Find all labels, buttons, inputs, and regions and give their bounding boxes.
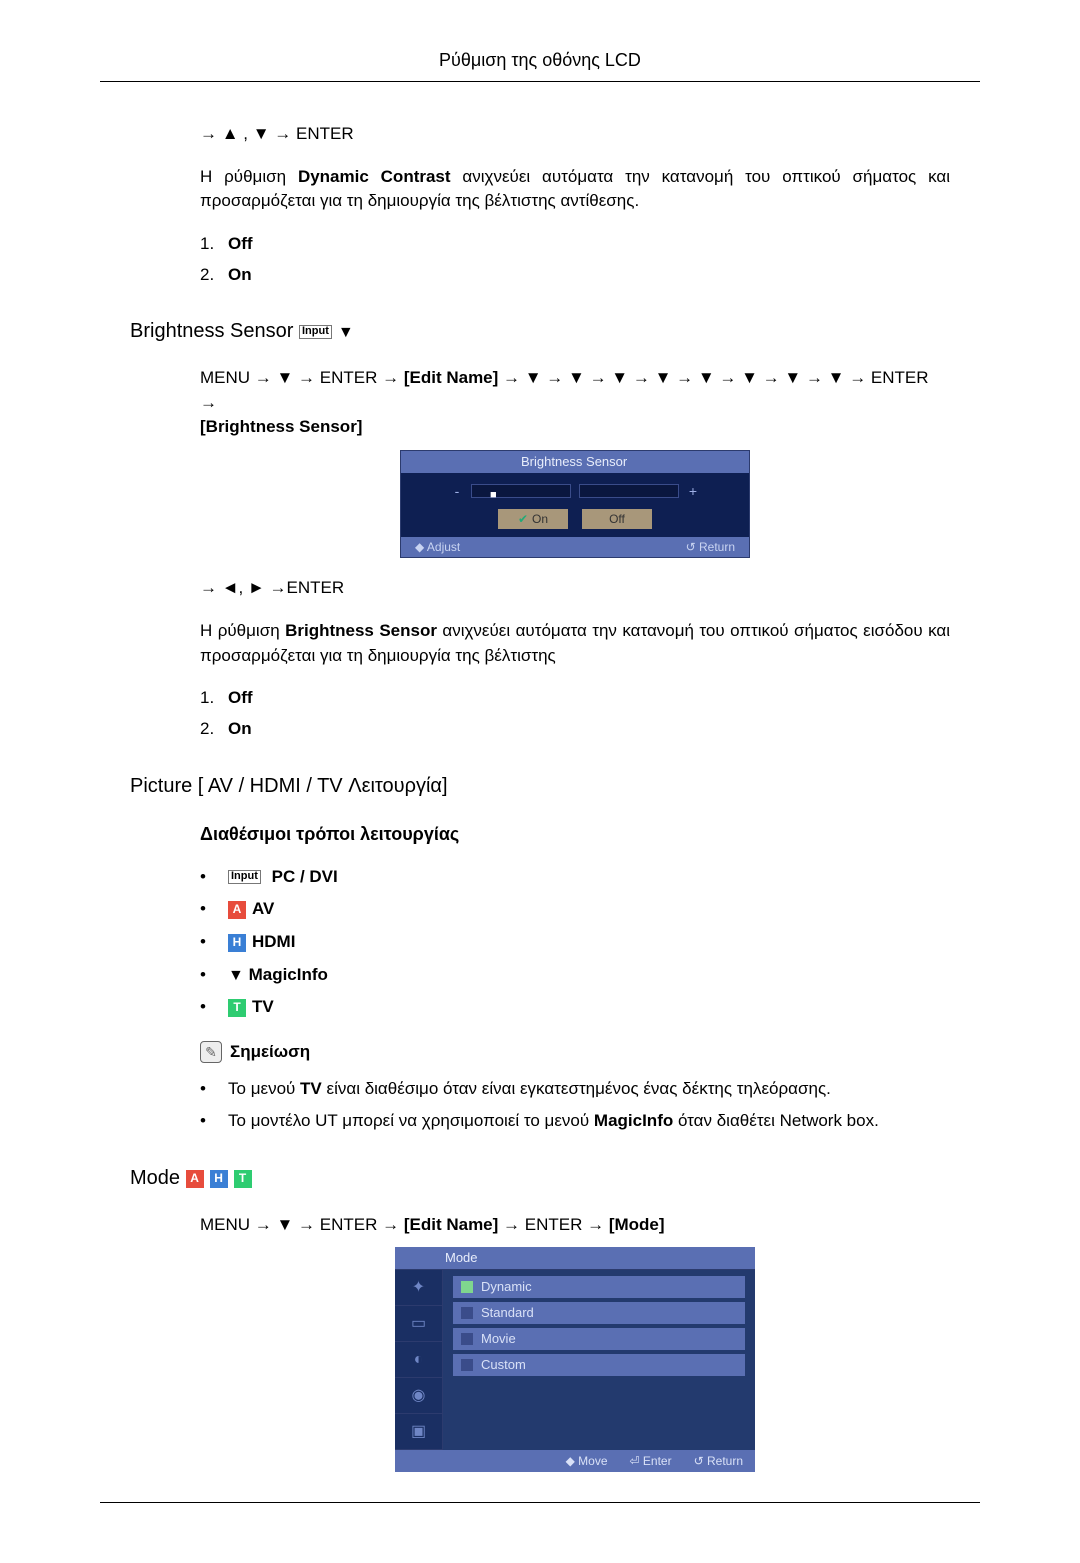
section-picture: Διαθέσιμοι τρόποι λειτουργίας Input PC /… [200,821,950,1134]
brightness-sensor-options: 1.Off 2.On [200,686,950,741]
header-divider [100,81,980,82]
ui-bs-footer: ◆ Adjust ↺ Return [401,537,749,557]
mode-pc-dvi: Input PC / DVI [200,865,950,890]
badge-input-icon: Input [228,870,261,884]
marker-icon [461,1281,473,1293]
ui-mode-sidebar: ✦ ▭ ◐ ◉ ▣ [395,1270,443,1450]
heading-mode: Mode AHT [130,1164,950,1193]
badge-a-icon: A [228,901,246,919]
badge-h-icon: H [210,1170,228,1188]
sidebar-icon-3: ◐ [395,1342,442,1378]
ui-mode-item-dynamic[interactable]: Dynamic [453,1276,745,1298]
nav-instruction-2: MENU → ▼ → ENTER → [Edit Name] → ▼ → ▼ →… [200,366,950,440]
content: → ▲ , ▼ → ENTER Η ρύθμιση Dynamic Contra… [130,122,950,1472]
mode-list: Input PC / DVI AAV HHDMI ▼ MagicInfo TTV [200,865,950,1020]
note-list: Το μενού TV είναι διαθέσιμο όταν είναι ε… [200,1077,950,1134]
nav-instruction-3: → ◄, ► →ENTER [200,576,950,601]
ui-brightness-sensor: Brightness Sensor - ■ + ✔On Off ◆ Adjust… [400,450,750,558]
page-title: Ρύθμιση της οθόνης LCD [0,38,1080,81]
ui-mode-body: ✦ ▭ ◐ ◉ ▣ Dynamic Standard Movie Custom [395,1269,755,1450]
ui-mode-item-movie[interactable]: Movie [453,1328,745,1350]
ui-bs-options: ✔On Off [401,509,749,537]
section-mode: MENU → ▼ → ENTER → [Edit Name] → ENTER →… [200,1213,950,1473]
down-triangle-icon: ▼ [338,324,354,341]
section-dynamic-contrast: → ▲ , ▼ → ENTER Η ρύθμιση Dynamic Contra… [200,122,950,287]
section-brightness-sensor: MENU → ▼ → ENTER → [Edit Name] → ▼ → ▼ →… [200,366,950,741]
nav-instruction-1: → ▲ , ▼ → ENTER [200,122,950,147]
plus-icon: + [687,481,699,501]
mode-av: AAV [200,897,950,922]
mode-hdmi: HHDMI [200,930,950,955]
marker-icon [461,1333,473,1345]
ui-bs-slider-row: - ■ + [401,473,749,509]
ui-bs-adjust: ◆ Adjust [415,539,460,556]
sidebar-icon-2: ▭ [395,1306,442,1342]
term-dynamic-contrast: Dynamic Contrast [298,167,451,186]
term-brightness-sensor: Brightness Sensor [285,621,437,640]
footer-divider [100,1502,980,1503]
nav-instruction-4: MENU → ▼ → ENTER → [Edit Name] → ENTER →… [200,1213,950,1238]
ui-mode-move: ◆ Move [566,1453,608,1470]
marker-icon [461,1359,473,1371]
ui-mode-title: Mode [395,1247,755,1269]
mode-tv: TTV [200,995,950,1020]
ui-bs-slider-left: ■ [471,484,571,498]
dynamic-contrast-paragraph: Η ρύθμιση Dynamic Contrast ανιχνεύει αυτ… [200,165,950,214]
ui-mode-menu: Mode ✦ ▭ ◐ ◉ ▣ Dynamic Standard Movie Cu… [395,1247,755,1472]
badge-h-icon: H [228,934,246,952]
sidebar-icon-5: ▣ [395,1414,442,1450]
note-label: Σημείωση [230,1040,310,1065]
ui-mode-footer: ◆ Move ⏎ Enter ↺ Return [395,1450,755,1472]
ui-bs-return: ↺ Return [686,539,735,556]
note-icon: ✎ [200,1041,222,1063]
subheading-available-modes: Διαθέσιμοι τρόποι λειτουργίας [200,821,950,847]
badge-t-icon: T [228,999,246,1017]
badge-a-icon: A [186,1170,204,1188]
mode-magicinfo: ▼ MagicInfo [200,963,950,988]
sidebar-icon-1: ✦ [395,1270,442,1306]
note-2: Το μοντέλο UT μπορεί να χρησιμοποιεί το … [200,1109,950,1134]
ui-bs-slider-right [579,484,679,498]
brightness-sensor-paragraph: Η ρύθμιση Brightness Sensor ανιχνεύει αυ… [200,619,950,668]
ui-mode-enter: ⏎ Enter [630,1453,672,1470]
heading-picture: Picture [ AV / HDMI / TV Λειτουργία] [130,772,950,801]
badge-input-icon: Input [299,325,332,339]
ui-bs-title: Brightness Sensor [401,451,749,473]
option-on: 2.On [200,263,950,288]
badge-t-icon: T [234,1170,252,1188]
option-on-2: 2.On [200,717,950,742]
page: Ρύθμιση της οθόνης LCD → ▲ , ▼ → ENTER Η… [0,0,1080,1563]
ui-bs-on[interactable]: ✔On [498,509,568,529]
badge-m-icon: ▼ [228,967,244,984]
ui-mode-item-custom[interactable]: Custom [453,1354,745,1376]
note-1: Το μενού TV είναι διαθέσιμο όταν είναι ε… [200,1077,950,1102]
note-header: ✎ Σημείωση [200,1040,950,1065]
dynamic-contrast-options: 1.Off 2.On [200,232,950,287]
heading-brightness-sensor: Brightness Sensor Input▼ [130,317,950,346]
minus-icon: - [451,481,463,501]
option-off-2: 1.Off [200,686,950,711]
option-off: 1.Off [200,232,950,257]
sidebar-icon-4: ◉ [395,1378,442,1414]
ui-mode-item-standard[interactable]: Standard [453,1302,745,1324]
checkmark-icon: ✔ [518,511,528,528]
ui-mode-main: Dynamic Standard Movie Custom [443,1270,755,1450]
ui-bs-off[interactable]: Off [582,509,652,529]
ui-mode-return: ↺ Return [694,1453,743,1470]
marker-icon [461,1307,473,1319]
